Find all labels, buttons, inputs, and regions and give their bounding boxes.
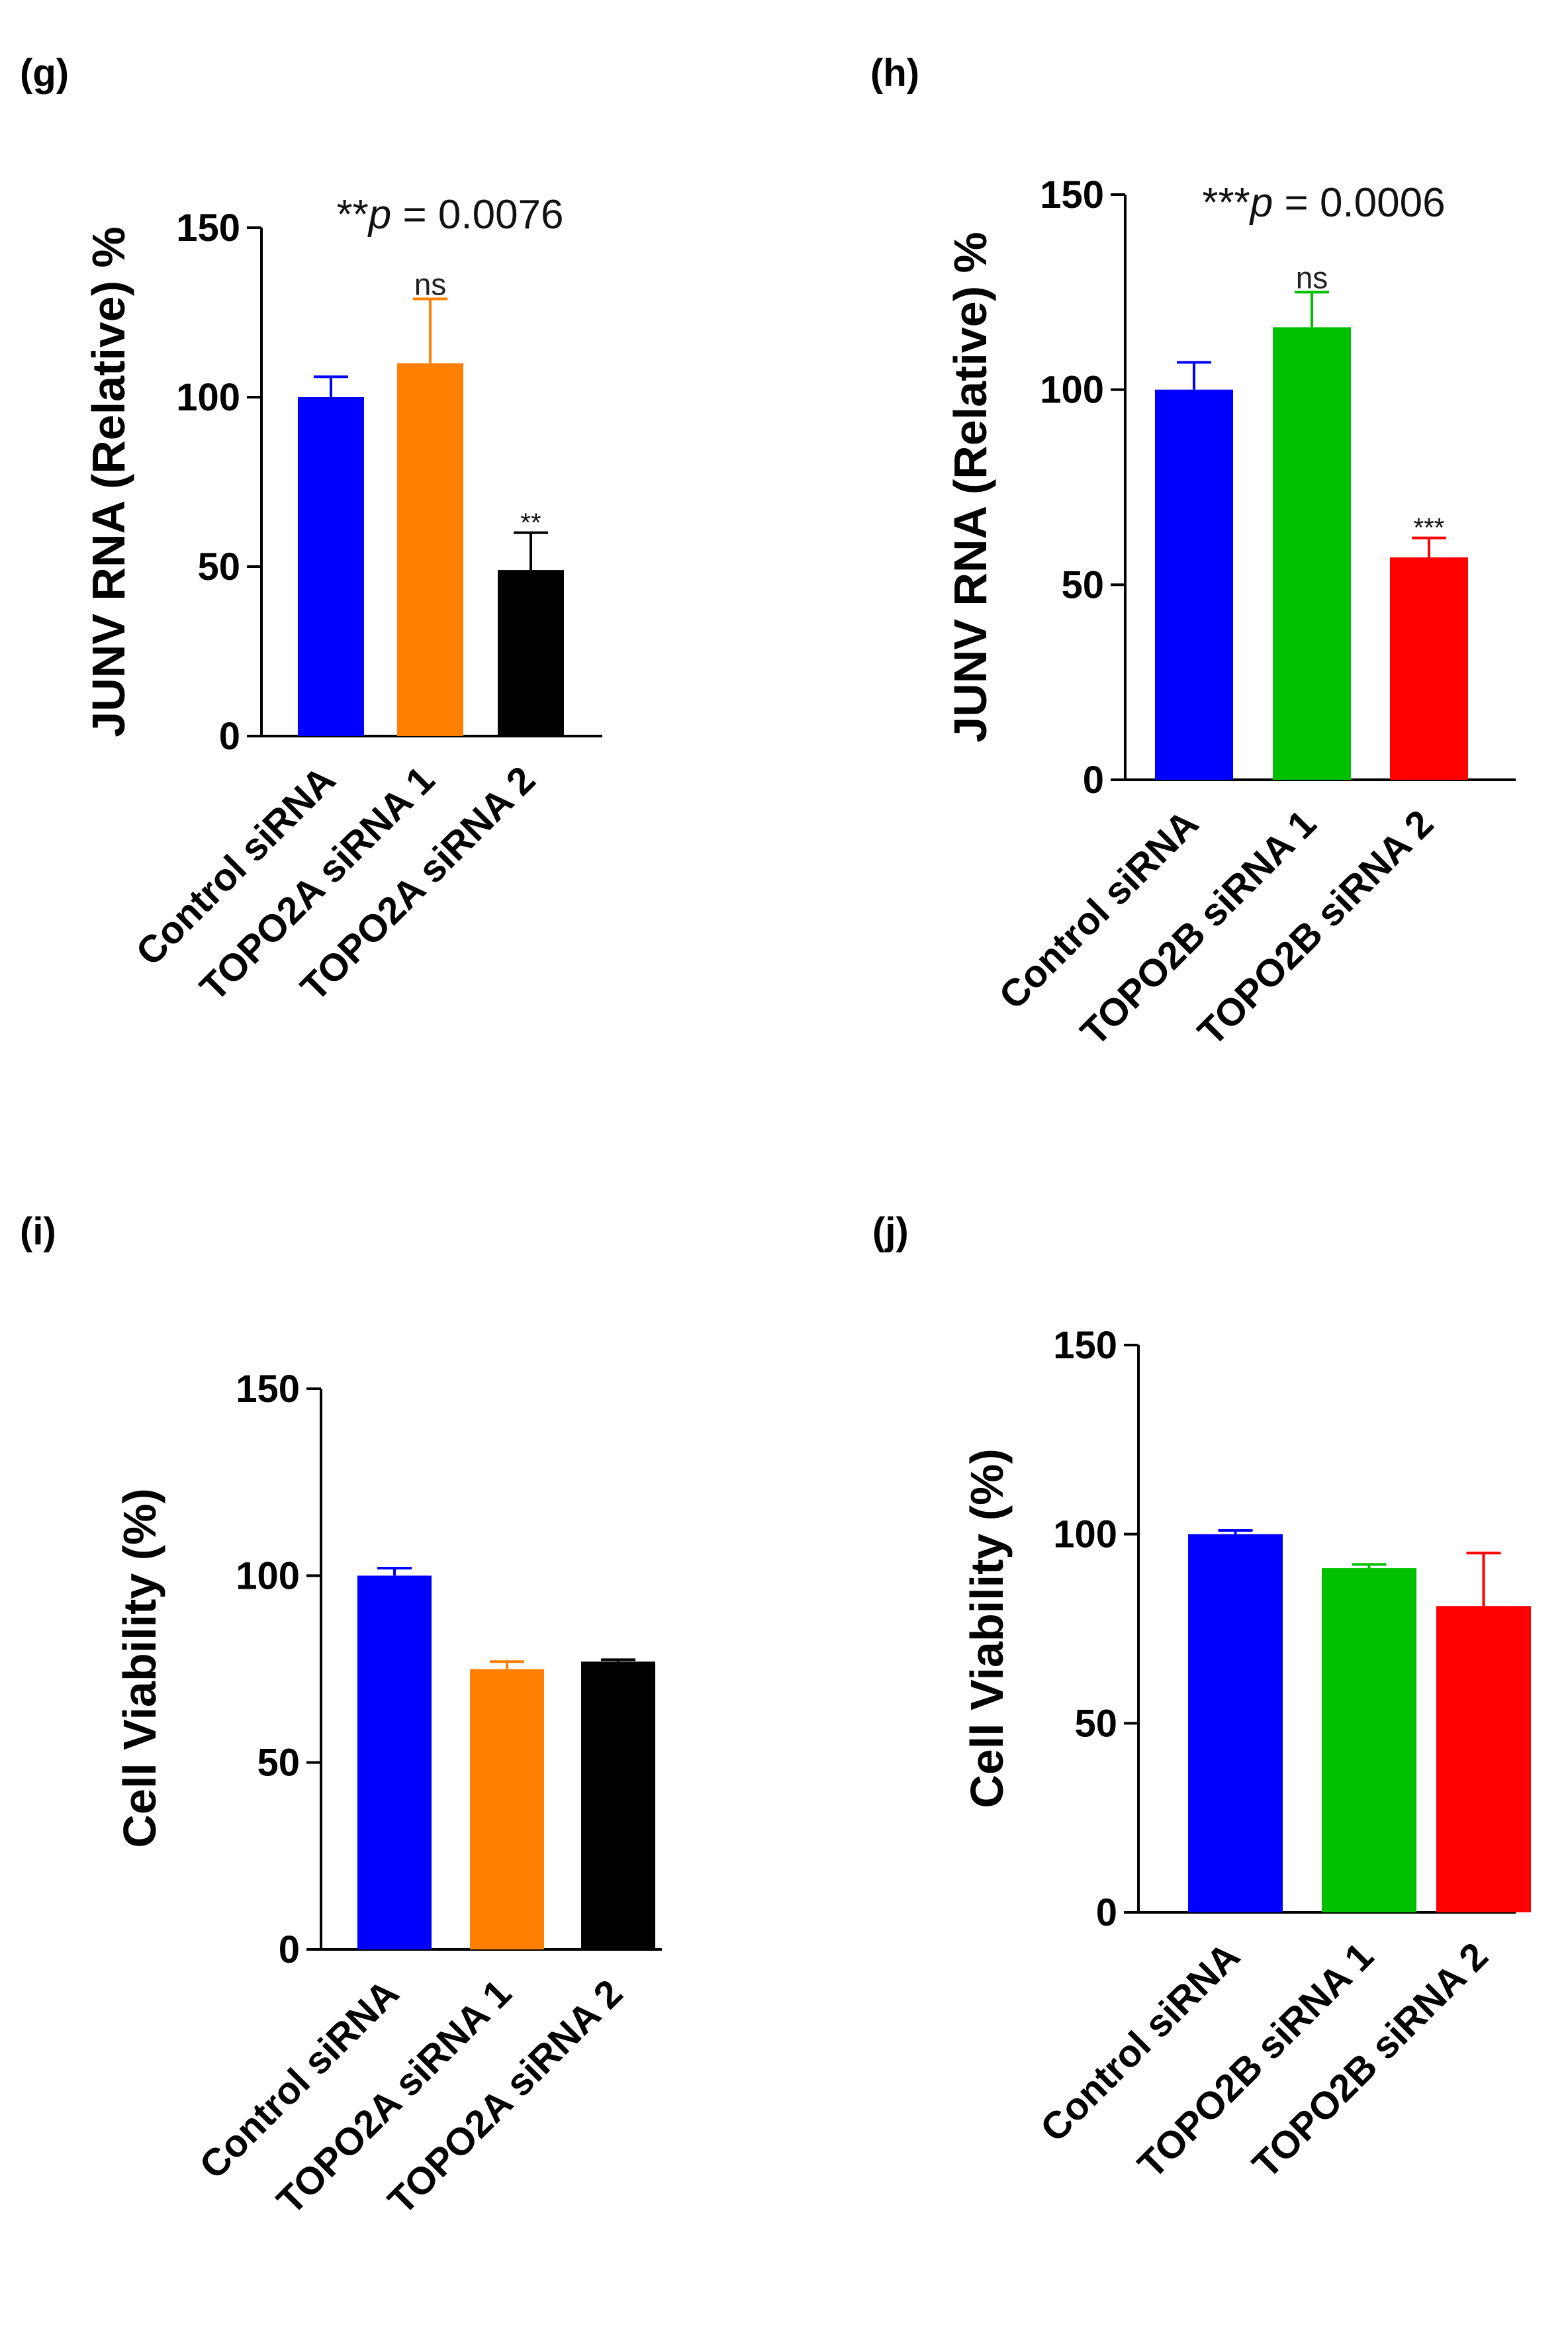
- panel-label: (g): [20, 52, 69, 95]
- bar: [581, 1661, 655, 1949]
- y-tick-label: 100: [1053, 1513, 1117, 1556]
- y-tick-label: 100: [236, 1554, 300, 1597]
- bar: [1436, 1606, 1531, 1912]
- bar: [357, 1575, 432, 1949]
- y-axis-label: Cell Viability (%): [961, 1448, 1013, 1808]
- y-axis-label: JUNV RNA (Relative) %: [945, 232, 996, 742]
- y-tick-label: 0: [279, 1928, 300, 1971]
- x-tick-label: Control siRNA: [991, 802, 1207, 1017]
- significance-ns: ns: [414, 267, 447, 302]
- bar: [298, 397, 364, 736]
- chart-panel-3: (i) 0 50 100 150 Cell Viability (%) Control si…: [20, 1210, 662, 2223]
- bar: [1188, 1534, 1283, 1912]
- y-axis-label: Cell Viability (%): [114, 1488, 165, 1847]
- panel-label: (h): [870, 52, 919, 95]
- p-value-variable: p: [1249, 180, 1273, 226]
- significance-stars: **: [520, 508, 541, 537]
- y-tick-label: 150: [1053, 1324, 1117, 1367]
- bar: [1155, 389, 1233, 780]
- p-value-number: = 0.0006: [1273, 180, 1445, 226]
- x-tick-label: Control siRNA: [191, 1971, 407, 2187]
- bar: [1390, 557, 1468, 780]
- y-axis-label: JUNV RNA (Relative) %: [83, 226, 134, 737]
- panel-label: (j): [872, 1210, 909, 1253]
- y-tick-label: 50: [1061, 563, 1104, 606]
- y-tick-label: 100: [1040, 369, 1104, 412]
- y-tick-label: 50: [1074, 1702, 1117, 1745]
- y-tick-label: 50: [197, 545, 240, 588]
- bar: [498, 570, 564, 736]
- y-tick-label: 0: [1096, 1891, 1117, 1934]
- bar: [1273, 327, 1351, 780]
- p-value-number: = 0.0076: [391, 192, 563, 238]
- p-value-annotation: ***p = 0.0006: [1202, 180, 1445, 226]
- significance-ns: ns: [1296, 260, 1328, 295]
- bar: [1322, 1568, 1416, 1912]
- y-tick-label: 100: [176, 376, 240, 419]
- chart-panel-2: (h) 0 50 100 150 JUNV RNA (Relative) % Control…: [870, 52, 1516, 1054]
- p-value-annotation: **p = 0.0076: [336, 192, 563, 238]
- p-value-variable: p: [367, 192, 391, 238]
- y-tick-label: 150: [1040, 173, 1104, 216]
- significance-stars: ***: [1414, 514, 1445, 543]
- y-tick-label: 0: [219, 715, 240, 758]
- panel-label: (i): [20, 1210, 56, 1253]
- y-tick-label: 150: [176, 207, 240, 250]
- p-value-stars: ***: [1202, 180, 1250, 226]
- y-tick-label: 0: [1083, 759, 1104, 802]
- y-tick-label: 50: [257, 1742, 300, 1785]
- bar: [397, 363, 463, 736]
- p-value-stars: **: [336, 192, 368, 238]
- bar: [470, 1669, 544, 1949]
- y-tick-label: 150: [236, 1368, 300, 1411]
